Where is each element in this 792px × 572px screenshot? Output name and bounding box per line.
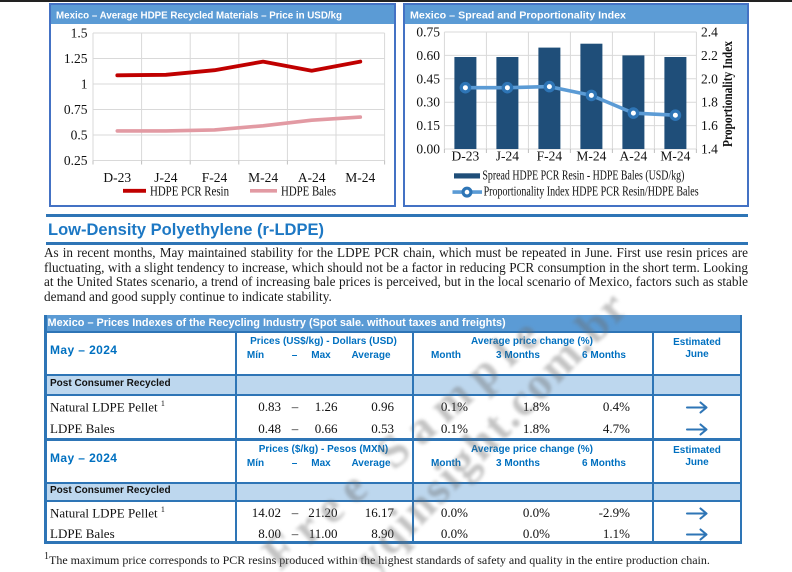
svg-text:2.4: 2.4 bbox=[701, 25, 718, 40]
svg-text:Mexico – Spread and Proportion: Mexico – Spread and Proportionality Inde… bbox=[410, 10, 626, 22]
svg-text:0.30: 0.30 bbox=[416, 95, 440, 110]
svg-text:0.25: 0.25 bbox=[64, 153, 88, 168]
svg-text:M-24: M-24 bbox=[576, 149, 606, 164]
svg-text:0.75: 0.75 bbox=[64, 102, 88, 117]
svg-text:1: 1 bbox=[81, 77, 88, 92]
svg-text:D-23: D-23 bbox=[103, 170, 131, 185]
svg-text:0.75: 0.75 bbox=[416, 25, 440, 40]
svg-text:0.00: 0.00 bbox=[416, 142, 440, 157]
svg-text:Proportionality Index: Proportionality Index bbox=[721, 41, 736, 147]
svg-text:D-23: D-23 bbox=[452, 149, 480, 164]
svg-text:1.8: 1.8 bbox=[701, 95, 718, 110]
svg-text:J-24: J-24 bbox=[496, 149, 519, 164]
svg-text:M-24: M-24 bbox=[660, 149, 690, 164]
svg-text:Spread HDPE PCR Resin - HDPE B: Spread HDPE PCR Resin - HDPE Bales (USD/… bbox=[482, 167, 684, 182]
svg-text:0.15: 0.15 bbox=[416, 118, 440, 133]
svg-text:2.0: 2.0 bbox=[701, 71, 718, 86]
svg-text:HDPE PCR Resin: HDPE PCR Resin bbox=[150, 183, 229, 198]
svg-text:F-24: F-24 bbox=[537, 149, 563, 164]
svg-text:0.5: 0.5 bbox=[71, 128, 88, 143]
svg-text:M-24: M-24 bbox=[248, 170, 278, 185]
svg-text:1.5: 1.5 bbox=[71, 26, 88, 41]
svg-text:F-24: F-24 bbox=[202, 170, 228, 185]
svg-text:A-24: A-24 bbox=[298, 170, 326, 185]
svg-text:J-24: J-24 bbox=[154, 170, 177, 185]
svg-text:0.45: 0.45 bbox=[416, 71, 440, 86]
svg-text:1.4: 1.4 bbox=[701, 142, 718, 157]
svg-text:Proportionality Index HDPE PCR: Proportionality Index HDPE PCR Resin/HDP… bbox=[484, 184, 699, 199]
svg-text:HDPE Bales: HDPE Bales bbox=[281, 183, 336, 198]
svg-text:M-24: M-24 bbox=[345, 170, 375, 185]
svg-text:Mexico – Average HDPE Recycled: Mexico – Average HDPE Recycled Materials… bbox=[56, 10, 342, 22]
svg-text:2.2: 2.2 bbox=[701, 48, 718, 63]
svg-text:1.25: 1.25 bbox=[64, 51, 88, 66]
svg-text:0.60: 0.60 bbox=[416, 48, 440, 63]
svg-text:A-24: A-24 bbox=[620, 149, 648, 164]
svg-text:1.6: 1.6 bbox=[701, 118, 718, 133]
